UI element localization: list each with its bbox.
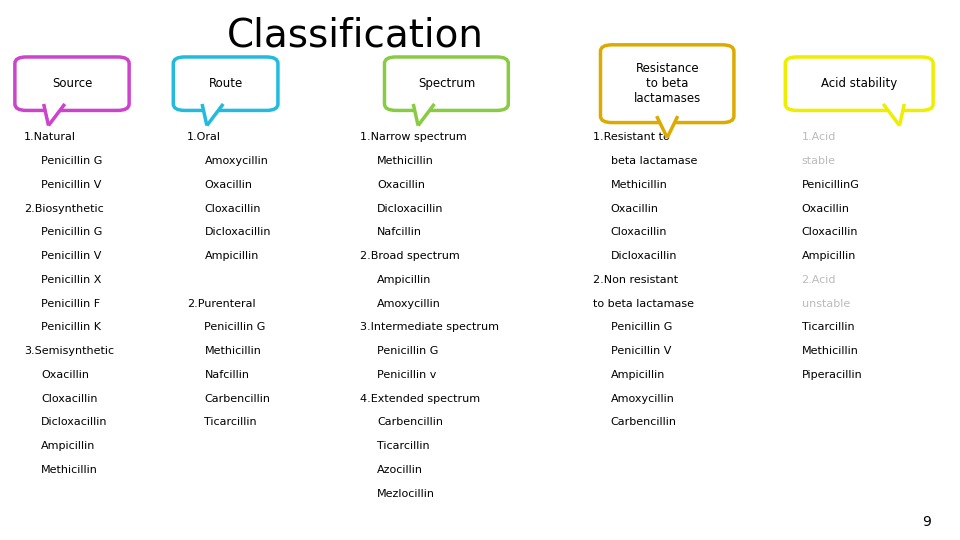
Text: 1.Narrow spectrum: 1.Narrow spectrum	[360, 132, 467, 143]
Text: Ticarcillin: Ticarcillin	[802, 322, 854, 333]
Text: Cloxacillin: Cloxacillin	[802, 227, 858, 238]
Text: 2.Purenteral: 2.Purenteral	[187, 299, 255, 309]
Text: Carbencillin: Carbencillin	[204, 394, 271, 404]
FancyBboxPatch shape	[601, 45, 733, 123]
Text: Ticarcillin: Ticarcillin	[377, 441, 430, 451]
Text: Ticarcillin: Ticarcillin	[204, 417, 257, 428]
Text: Penicillin V: Penicillin V	[611, 346, 671, 356]
Text: Source: Source	[52, 77, 92, 90]
Text: to beta lactamase: to beta lactamase	[593, 299, 694, 309]
Text: Cloxacillin: Cloxacillin	[204, 204, 261, 214]
Text: 9: 9	[923, 515, 931, 529]
Text: Classification: Classification	[227, 16, 484, 54]
Text: Dicloxacillin: Dicloxacillin	[41, 417, 108, 428]
Text: Penicillin V: Penicillin V	[41, 251, 102, 261]
Text: Oxacillin: Oxacillin	[377, 180, 425, 190]
Text: Penicillin G: Penicillin G	[41, 156, 103, 166]
Text: Penicillin X: Penicillin X	[41, 275, 102, 285]
Text: Amoxycillin: Amoxycillin	[611, 394, 675, 404]
FancyBboxPatch shape	[785, 57, 933, 111]
Text: 3.Semisynthetic: 3.Semisynthetic	[24, 346, 114, 356]
Text: Resistance
to beta
lactamases: Resistance to beta lactamases	[634, 62, 701, 105]
Text: Mezlocillin: Mezlocillin	[377, 489, 435, 499]
Text: Carbencillin: Carbencillin	[377, 417, 444, 428]
Text: Carbencillin: Carbencillin	[611, 417, 677, 428]
Text: PenicillinG: PenicillinG	[802, 180, 859, 190]
FancyBboxPatch shape	[14, 57, 129, 111]
Text: Ampicillin: Ampicillin	[41, 441, 96, 451]
Text: Methicillin: Methicillin	[611, 180, 667, 190]
Text: Ampicillin: Ampicillin	[802, 251, 856, 261]
Text: Methicillin: Methicillin	[377, 156, 434, 166]
Text: Methicillin: Methicillin	[41, 465, 98, 475]
Text: Amoxycillin: Amoxycillin	[204, 156, 269, 166]
Text: Methicillin: Methicillin	[204, 346, 261, 356]
Text: Penicillin v: Penicillin v	[377, 370, 437, 380]
Polygon shape	[202, 104, 223, 126]
Text: Oxacillin: Oxacillin	[611, 204, 659, 214]
Text: Ampicillin: Ampicillin	[611, 370, 665, 380]
Text: 3.Intermediate spectrum: 3.Intermediate spectrum	[360, 322, 499, 333]
Text: Acid stability: Acid stability	[821, 77, 898, 90]
Polygon shape	[657, 116, 678, 138]
Text: Penicillin F: Penicillin F	[41, 299, 101, 309]
Text: 2.Biosynthetic: 2.Biosynthetic	[24, 204, 104, 214]
Text: Cloxacillin: Cloxacillin	[41, 394, 98, 404]
Text: Ampicillin: Ampicillin	[204, 251, 259, 261]
Text: 1.Resistant to: 1.Resistant to	[593, 132, 670, 143]
Polygon shape	[414, 104, 435, 126]
Text: Ampicillin: Ampicillin	[377, 275, 432, 285]
Text: 1.Oral: 1.Oral	[187, 132, 221, 143]
Text: Oxacillin: Oxacillin	[802, 204, 850, 214]
Text: beta lactamase: beta lactamase	[611, 156, 697, 166]
Text: 4.Extended spectrum: 4.Extended spectrum	[360, 394, 480, 404]
Text: Route: Route	[208, 77, 243, 90]
Text: 2.Acid: 2.Acid	[802, 275, 836, 285]
Text: Dicloxacillin: Dicloxacillin	[204, 227, 271, 238]
Text: Oxacillin: Oxacillin	[204, 180, 252, 190]
FancyBboxPatch shape	[384, 57, 509, 111]
Text: Nafcillin: Nafcillin	[377, 227, 422, 238]
Text: Nafcillin: Nafcillin	[204, 370, 250, 380]
Polygon shape	[44, 104, 65, 126]
Text: stable: stable	[802, 156, 835, 166]
Text: Penicillin G: Penicillin G	[204, 322, 266, 333]
Text: 2.Non resistant: 2.Non resistant	[593, 275, 679, 285]
Text: Amoxycillin: Amoxycillin	[377, 299, 442, 309]
FancyBboxPatch shape	[173, 57, 278, 111]
Text: 2.Broad spectrum: 2.Broad spectrum	[360, 251, 460, 261]
Text: Dicloxacillin: Dicloxacillin	[611, 251, 677, 261]
Text: 1.Natural: 1.Natural	[24, 132, 76, 143]
Text: Penicillin G: Penicillin G	[377, 346, 439, 356]
Text: Penicillin G: Penicillin G	[41, 227, 103, 238]
Text: 1.Acid: 1.Acid	[802, 132, 836, 143]
Text: Penicillin V: Penicillin V	[41, 180, 102, 190]
Text: Penicillin G: Penicillin G	[611, 322, 672, 333]
Text: Penicillin K: Penicillin K	[41, 322, 102, 333]
Text: unstable: unstable	[802, 299, 850, 309]
Text: Methicillin: Methicillin	[802, 346, 858, 356]
Text: Cloxacillin: Cloxacillin	[611, 227, 667, 238]
Text: Spectrum: Spectrum	[418, 77, 475, 90]
Text: Azocillin: Azocillin	[377, 465, 423, 475]
Text: Piperacillin: Piperacillin	[802, 370, 862, 380]
Text: Oxacillin: Oxacillin	[41, 370, 89, 380]
Polygon shape	[883, 104, 904, 126]
Text: Dicloxacillin: Dicloxacillin	[377, 204, 444, 214]
